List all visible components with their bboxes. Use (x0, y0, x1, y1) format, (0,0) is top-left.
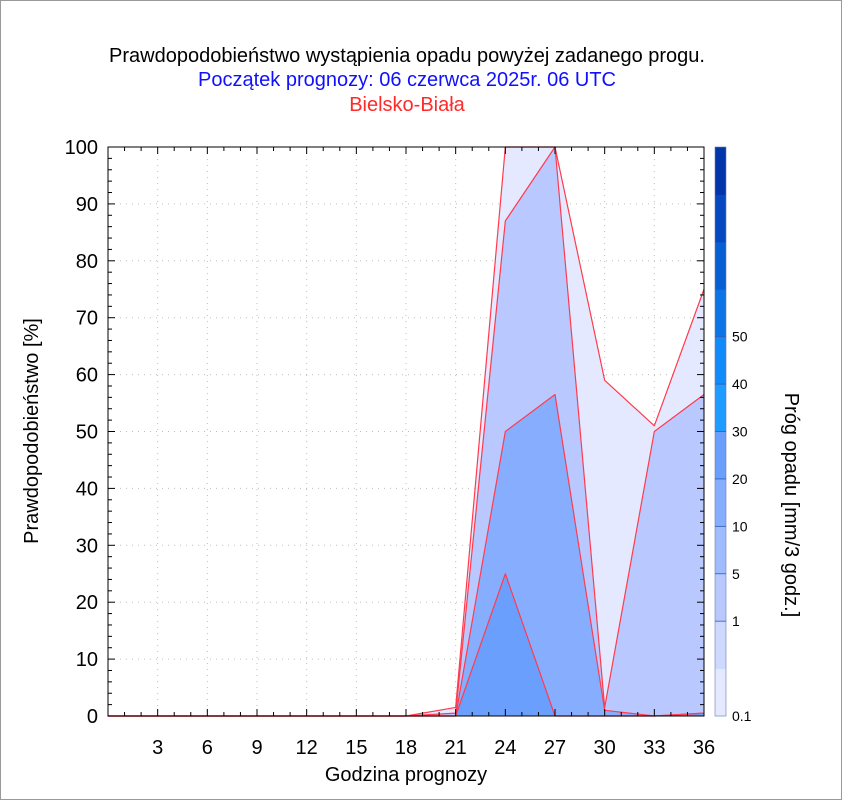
area-series-5 (108, 394, 704, 716)
y-axis-ticks: 0 10 20 30 40 50 60 70 80 90 100 (65, 137, 704, 728)
colorbar-segment (715, 668, 726, 717)
colorbar-tick-label: 0.1 (732, 708, 752, 724)
colorbar-tick-label: 10 (732, 518, 748, 534)
y-tick-label: 80 (76, 251, 98, 273)
x-tick-label: 3 (152, 737, 163, 759)
colorbar-segment (715, 289, 726, 338)
chart-title: Prawdopodobieństwo wystąpienia opadu pow… (109, 45, 705, 67)
x-tick-label: 33 (643, 737, 665, 759)
x-tick-label: 27 (544, 737, 566, 759)
colorbar-segment (715, 431, 726, 480)
y-tick-label: 50 (76, 422, 98, 444)
x-tick-label: 15 (345, 737, 367, 759)
forecast-start-subtitle: Początek prognozy: 06 czerwca 2025r. 06 … (198, 69, 616, 91)
x-axis-ticks: 3 6 9 12 15 18 21 24 27 30 33 36 (107, 147, 715, 759)
y-tick-label: 20 (76, 592, 98, 614)
y-tick-label: 100 (65, 137, 98, 159)
y-tick-label: 10 (76, 649, 98, 671)
x-tick-label: 36 (693, 737, 715, 759)
y-tick-label: 0 (87, 706, 98, 728)
x-axis-label: Godzina prognozy (325, 764, 487, 786)
colorbar-tick-label: 40 (732, 376, 748, 392)
colorbar-segment (715, 621, 726, 670)
colorbar-tick-label: 30 (732, 424, 748, 440)
x-tick-label: 6 (202, 737, 213, 759)
colorbar-segment (715, 526, 726, 575)
x-tick-label: 30 (594, 737, 616, 759)
x-tick-label: 21 (445, 737, 467, 759)
y-axis-label: Prawdopodobieństwo [%] (21, 318, 43, 544)
location-subtitle: Bielsko-Biała (349, 94, 465, 116)
y-tick-label: 70 (76, 308, 98, 330)
x-tick-label: 12 (296, 737, 318, 759)
colorbar-segment (715, 241, 726, 290)
colorbar: 0.1 1 5 10 20 30 40 50 (714, 146, 752, 724)
x-tick-label: 9 (251, 737, 262, 759)
colorbar-segment (715, 384, 726, 432)
colorbar-tick-label: 20 (732, 471, 748, 487)
colorbar-segment (715, 147, 726, 195)
colorbar-tick-label: 5 (732, 566, 740, 582)
y-tick-label: 40 (76, 478, 98, 500)
x-tick-label: 24 (494, 737, 516, 759)
colorbar-segment (715, 194, 726, 243)
colorbar-segment (715, 573, 726, 622)
colorbar-label: Próg opadu [mm/3 godz.] (780, 393, 802, 618)
colorbar-tick-label: 50 (732, 329, 748, 345)
colorbar-segment (715, 478, 726, 527)
y-tick-label: 90 (76, 194, 98, 216)
y-tick-label: 60 (76, 365, 98, 387)
colorbar-tick-label: 1 (732, 613, 740, 629)
x-tick-label: 18 (395, 737, 417, 759)
colorbar-segment (715, 336, 726, 385)
probability-areas (108, 147, 704, 716)
y-tick-label: 30 (76, 535, 98, 557)
